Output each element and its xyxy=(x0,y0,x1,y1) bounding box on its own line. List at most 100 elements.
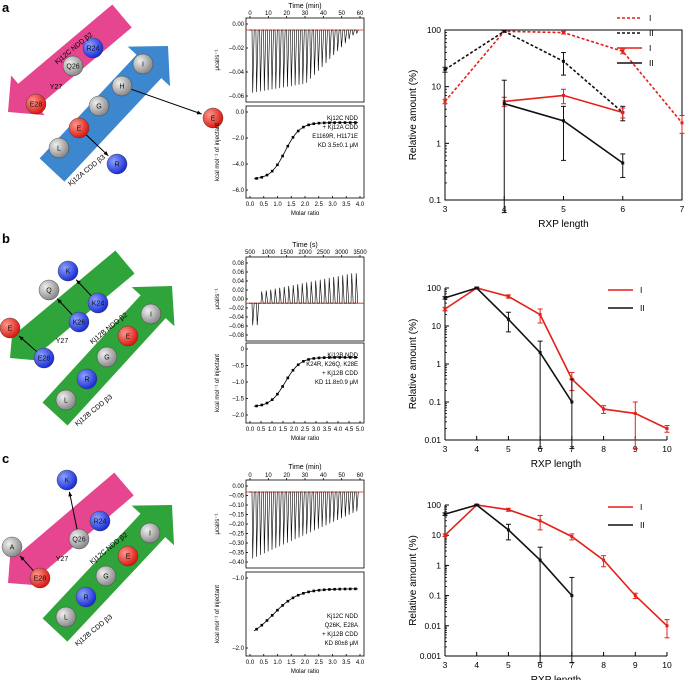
itc-data-point xyxy=(260,175,264,179)
chart-xtick-label: 6 xyxy=(538,444,543,454)
itc-data-point xyxy=(265,619,269,622)
data-point xyxy=(443,512,447,516)
itc-time-label: Time (s) xyxy=(292,242,317,249)
itc-data-point xyxy=(343,587,347,591)
data-point xyxy=(621,49,625,53)
chart-xtick-label: 5 xyxy=(561,204,566,214)
itc-time-label: Time (min) xyxy=(288,3,321,10)
itc-molar-tick-label: 1.0 xyxy=(273,660,282,666)
residue-label: L xyxy=(64,615,68,622)
residue-circle xyxy=(76,368,98,390)
itc-time-tick-label: 1000 xyxy=(262,250,276,256)
data-point xyxy=(562,59,565,63)
itc-data-point xyxy=(296,593,300,597)
itc-time-tick-label: 40 xyxy=(320,11,327,17)
itc-data-point xyxy=(270,614,274,617)
itc-raw-ytick: –0.40 xyxy=(229,560,245,566)
residue-label: Q xyxy=(46,288,52,295)
itc-time-tick-label: 20 xyxy=(283,473,290,479)
panel-letter: b xyxy=(2,231,10,246)
itc-raw-ytick: 0.08 xyxy=(232,261,244,267)
chart-xlabel: RXP length xyxy=(538,219,588,230)
itc-time-tick-label: 0 xyxy=(248,11,252,17)
itc-data-point xyxy=(276,163,279,167)
itc-raw-ytick: 0.04 xyxy=(232,279,244,285)
chart-xtick-label: 4 xyxy=(474,444,479,454)
itc-molar-tick-label: 0.0 xyxy=(246,427,255,433)
itc-raw-ylabel: μcal/s⁻¹ xyxy=(215,514,221,535)
residue-circle xyxy=(202,107,224,129)
residue-circle xyxy=(68,117,90,139)
chart-ytick-label: 10 xyxy=(432,530,442,540)
chart-xtick-label: 7 xyxy=(680,204,685,214)
data-point xyxy=(621,161,625,165)
residue-circle xyxy=(55,389,77,411)
itc-data-point xyxy=(348,356,352,359)
residue-circle xyxy=(0,317,21,339)
itc-raw-trace xyxy=(249,29,359,93)
residue-circle xyxy=(62,55,84,77)
itc-annotation: Q26K, E28A xyxy=(325,623,358,629)
chart-xtick-label: 8 xyxy=(601,444,606,454)
residue-label: Y27 xyxy=(56,556,69,563)
itc-data-point xyxy=(286,599,290,603)
data-point xyxy=(502,29,506,33)
series-line-red-solid xyxy=(444,287,668,430)
itc-iso-ytick: –6.0 xyxy=(232,188,244,194)
chart-xtick-label: 7 xyxy=(569,660,574,670)
itc-molar-tick-label: 0.0 xyxy=(246,660,255,666)
residue-circle xyxy=(38,279,60,301)
data-point xyxy=(602,558,606,562)
legend-label: I xyxy=(640,285,642,295)
itc-molar-tick-label: 0.5 xyxy=(257,427,266,433)
itc-raw-ytick: –0.08 xyxy=(229,333,245,339)
rxp-chart-2: 0.01 0.1 1 10 100 3 4 5 6 7 8 9 10 RXP length Relative… xyxy=(408,283,672,470)
itc-molar-tick-label: 3.5 xyxy=(323,427,332,433)
itc-molar-tick-label: 1.0 xyxy=(273,202,282,208)
itc-time-tick-label: 3000 xyxy=(335,250,349,256)
itc-annotation: + Kj12B CDD xyxy=(322,371,359,377)
data-point xyxy=(570,400,574,404)
itc-data-point xyxy=(343,356,347,359)
itc-iso-ytick: 0.0 xyxy=(236,110,245,116)
data-point xyxy=(538,313,542,317)
itc-data-point xyxy=(328,121,331,125)
data-point xyxy=(443,68,447,72)
residue-circle xyxy=(68,528,90,550)
residue-label: E xyxy=(77,126,82,133)
itc-molar-tick-label: 0.5 xyxy=(260,660,269,666)
itc-iso-ytick: 0 xyxy=(241,347,245,353)
itc-molar-label: Molar ratio xyxy=(291,669,320,675)
data-point xyxy=(538,351,542,355)
chart-ytick-label: 0.001 xyxy=(420,651,442,661)
itc-data-point xyxy=(302,591,305,595)
itc-data-point xyxy=(322,588,326,592)
residue-circle xyxy=(139,522,161,544)
residue-label: L xyxy=(57,146,61,153)
itc-time-tick-label: 500 xyxy=(245,250,256,256)
itc-raw-trace xyxy=(249,273,358,326)
residue-circle xyxy=(88,95,110,117)
chart-xtick-label: 3 xyxy=(443,444,448,454)
itc-panel-b: Time (s) 500 1000 1500 2000 2500 3000 3500 0.08 0… xyxy=(215,242,367,442)
chart-ytick-label: 100 xyxy=(427,500,441,510)
itc-annotation: + Kj12B CDD xyxy=(322,632,359,638)
chart-ytick-label: 10 xyxy=(432,82,442,92)
residue-label: H xyxy=(119,84,124,91)
residue-circle xyxy=(33,347,55,369)
residue-circle xyxy=(89,510,111,532)
residue-label: E xyxy=(126,554,131,561)
residue-label: G xyxy=(96,104,101,111)
chart-xtick-label: 9 xyxy=(633,444,638,454)
chart-xtick-label: 9 xyxy=(633,660,638,670)
itc-annotation: E1169R, H1171E xyxy=(312,134,358,140)
itc-annotation: KD 11.8±0.9 μM xyxy=(315,380,358,386)
residue-circle xyxy=(106,153,128,175)
chart-ytick-label: 0.1 xyxy=(429,195,441,205)
data-point xyxy=(570,535,574,539)
top-strand-arrow xyxy=(10,250,135,362)
itc-data-point xyxy=(265,173,269,177)
